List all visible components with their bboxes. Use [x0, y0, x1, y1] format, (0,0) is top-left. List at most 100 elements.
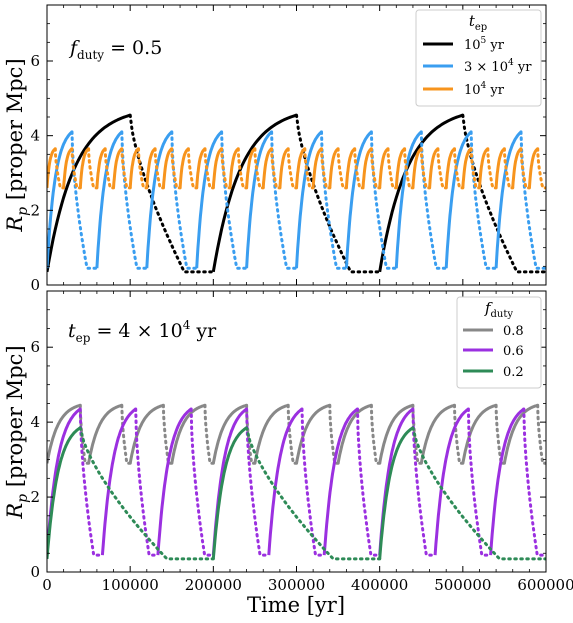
series-d1-on-11	[502, 403, 539, 464]
series-d1-off-1	[120, 403, 132, 465]
series-s3-off-11	[236, 147, 249, 190]
series-d3-on-2	[378, 426, 414, 560]
series-s3-on-10	[211, 147, 223, 189]
series-s2-off-3	[220, 130, 249, 270]
top-y-axis-label: Rp [proper Mpc]	[3, 58, 31, 232]
series-s3-off-4	[120, 147, 132, 190]
series-s3-off-21	[403, 147, 415, 190]
x-tick-label-4: 400000	[351, 576, 408, 594]
bottom-series-group	[47, 403, 546, 561]
series-s3-off-28	[519, 147, 531, 190]
series-s3-off-5	[137, 147, 149, 190]
series-d1-on-1	[87, 403, 123, 464]
series-s3-off-19	[369, 147, 382, 190]
x-axis-label: Time [yr]	[247, 593, 345, 617]
series-d1-off-9	[453, 403, 465, 465]
series-s2-on-9	[494, 130, 523, 269]
series-s3-off-29	[536, 147, 546, 190]
series-d2-on-1	[100, 407, 137, 556]
series-s2-on-4	[245, 130, 273, 269]
series-d2-off-1	[134, 407, 160, 557]
series-s2-on-7	[394, 130, 423, 269]
series-s3-off-8	[186, 147, 199, 190]
series-d2-on-7	[433, 407, 470, 556]
bottom-y-tick-label-3: 6	[30, 338, 40, 356]
series-s3-off-20	[386, 147, 398, 190]
series-d3-off-1	[245, 426, 382, 561]
series-s3-on-4	[112, 147, 124, 189]
series-s2-off-2	[170, 130, 199, 270]
top-series-group	[47, 113, 546, 274]
series-s2-off-0	[70, 130, 99, 270]
series-s3-off-3	[103, 147, 115, 190]
series-s3-on-28	[511, 147, 523, 189]
series-s1-off-2	[461, 113, 546, 274]
series-s1-off-1	[295, 113, 382, 274]
top-legend: tep 105 yr 3 × 104 yr 104 yr	[415, 9, 542, 107]
series-d2-off-6	[411, 407, 437, 557]
series-s2-on-3	[195, 130, 223, 269]
series-d3-off-2	[411, 426, 546, 561]
series-s3-off-17	[336, 147, 348, 190]
series-d1-on-7	[336, 403, 372, 464]
series-d2-off-7	[466, 407, 493, 557]
series-s3-off-18	[353, 147, 365, 190]
series-d1-off-11	[536, 403, 546, 465]
legend-label-d2: 0.6	[503, 344, 524, 359]
series-d2-off-8	[522, 407, 546, 557]
series-s3-off-16	[320, 147, 332, 190]
series-d3-off-0	[78, 426, 215, 561]
series-d1-off-3	[203, 403, 215, 465]
series-s3-off-12	[253, 147, 265, 190]
series-s3-off-7	[170, 147, 182, 190]
series-s3-on-25	[461, 147, 473, 189]
series-s3-off-22	[419, 147, 432, 190]
top-panel: 0 2 4 6 fduty = 0.5 Rp [proper Mpc] tep 105…	[3, 4, 547, 294]
series-d1-off-5	[286, 403, 298, 465]
series-s3-off-14	[286, 147, 298, 190]
bottom-y-tick-label-1: 2	[30, 488, 40, 506]
series-s2-on-8	[444, 130, 473, 269]
series-d1-on-3	[170, 403, 206, 464]
series-d2-on-4	[267, 407, 303, 556]
series-s3-off-1	[70, 147, 82, 190]
series-s3-off-2	[87, 147, 99, 190]
bottom-y-tick-label-2: 4	[30, 413, 40, 431]
series-s2-off-5	[320, 130, 348, 270]
bottom-y-tick-label-0: 0	[30, 563, 40, 581]
series-s1-on-0	[47, 113, 131, 273]
series-s2-off-8	[469, 130, 498, 270]
series-s2-off-1	[120, 130, 149, 270]
bottom-legend: fduty 0.8 0.6 0.2	[456, 296, 542, 389]
series-s2-off-6	[369, 130, 398, 270]
series-d2-on-8	[489, 407, 525, 556]
series-d1-on-9	[419, 403, 456, 464]
series-s3-off-15	[303, 147, 315, 190]
x-tick-label-0: 0	[42, 576, 52, 594]
bottom-legend-box	[456, 296, 542, 389]
series-s1-off-0	[128, 113, 215, 274]
series-s2-on-0	[47, 130, 73, 269]
series-d2-off-4	[300, 407, 326, 557]
bottom-legend-title: fduty	[484, 299, 513, 320]
series-d2-off-5	[356, 407, 382, 557]
series-s2-off-7	[419, 130, 448, 270]
series-d3-on-0	[47, 426, 82, 560]
series-d1-on-5	[253, 403, 289, 464]
x-tick-label-1: 100000	[102, 576, 159, 594]
x-tick-label-6: 600000	[517, 576, 573, 594]
series-s2-off-9	[519, 130, 546, 270]
series-s3-off-6	[153, 147, 165, 190]
series-d1-off-6	[328, 403, 340, 465]
series-s3-off-25	[469, 147, 481, 190]
series-d2-off-0	[78, 407, 104, 557]
series-s3-off-27	[502, 147, 515, 190]
top-y-tick-label-2: 4	[30, 127, 40, 145]
legend-label-s3: 104 yr	[464, 81, 505, 98]
top-y-tick-label-0: 0	[30, 276, 40, 294]
series-d1-on-4	[211, 403, 248, 464]
series-d2-on-2	[156, 407, 193, 556]
top-y-tick-label-3: 6	[30, 52, 40, 70]
series-s3-off-13	[270, 147, 282, 190]
